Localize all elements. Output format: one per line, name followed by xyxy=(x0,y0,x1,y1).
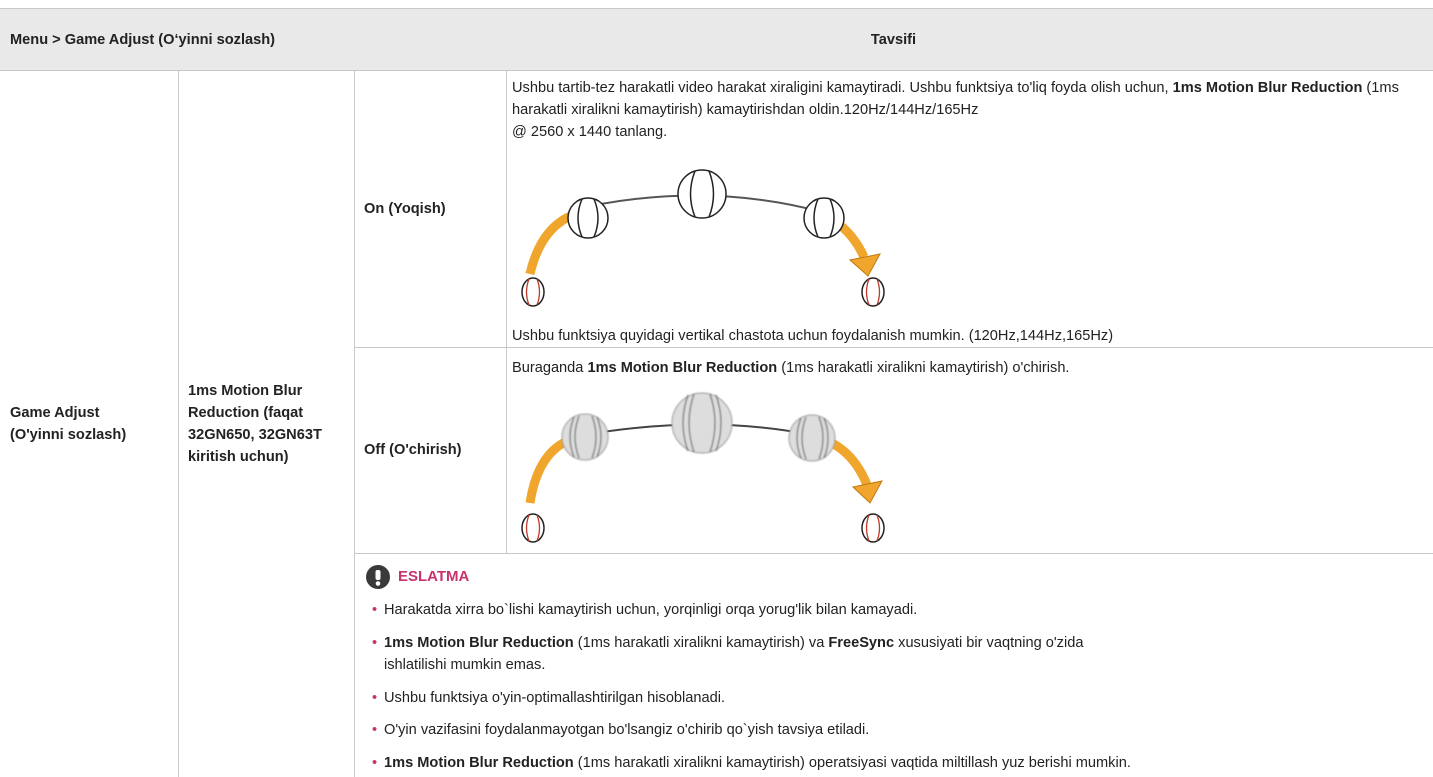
header-description-text: Tavsifi xyxy=(870,31,917,48)
menu-item: Game Adjust (O'yinni sozlash) xyxy=(10,402,126,446)
text: (1ms harakatli xiralikni kamaytirish) o'… xyxy=(777,360,1070,376)
header-menu: Menu > Game Adjust (O‘yinni sozlash) xyxy=(0,8,355,71)
text: Harakatda xirra bo`lishi kamaytirish uch… xyxy=(384,602,918,618)
text: Buraganda xyxy=(512,360,588,376)
motion-diagram-on xyxy=(521,169,885,307)
note-item: 1ms Motion Blur Reduction (1ms harakatli… xyxy=(372,632,1133,676)
bold-text: 1ms Motion Blur Reduction xyxy=(384,635,574,651)
header-menu-text: Menu > Game Adjust (O‘yinni sozlash) xyxy=(10,31,276,48)
option-label: On (Yoqish) xyxy=(364,200,446,217)
text: Ushbu tartib-tez harakatli video harakat… xyxy=(512,80,1173,96)
option-footnote: Ushbu funktsiya quyidagi vertikal chasto… xyxy=(512,328,1114,344)
option-description-cell: Buraganda 1ms Motion Blur Reduction (1ms… xyxy=(506,347,1433,554)
option-label-cell: Off (O'chirish) xyxy=(354,347,507,554)
option-label: Off (O'chirish) xyxy=(364,442,462,458)
bold-text: 1ms Motion Blur Reduction xyxy=(587,360,778,376)
text: Ushbu funktsiya o'yin-optimallashtirilga… xyxy=(384,690,726,706)
text: @ 2560 x 1440 tanlang. xyxy=(512,124,668,140)
menu-item-line: Game Adjust xyxy=(10,404,100,421)
function-cell: 1ms Motion Blur Reduction (faqat 32GN650… xyxy=(178,70,355,777)
menu-item-line: (O'yinni sozlash) xyxy=(10,426,127,443)
text: (1ms harakatli xiralikni kamaytirish) ka… xyxy=(512,80,1399,118)
text: (1ms harakatli xiralikni kamaytirish) va xyxy=(573,635,829,651)
option-description: Buraganda 1ms Motion Blur Reduction (1ms… xyxy=(512,357,1412,379)
option-label-cell: On (Yoqish) xyxy=(354,70,507,348)
note-item: Ushbu funktsiya o'yin-optimallashtirilga… xyxy=(372,687,1413,709)
motion-diagram-off xyxy=(521,392,885,543)
note-item: Harakatda xirra bo`lishi kamaytirish uch… xyxy=(372,599,1413,621)
note-icon xyxy=(366,565,390,589)
function-name: 1ms Motion Blur Reduction (faqat 32GN650… xyxy=(188,382,322,465)
text: xususiyati bir vaqtning o'zida ishlatili… xyxy=(384,635,1084,673)
header-description: Tavsifi xyxy=(354,8,1433,71)
bold-text: 1ms Motion Blur Reduction xyxy=(384,755,574,771)
option-description: Ushbu tartib-tez harakatli video harakat… xyxy=(512,77,1412,143)
bold-text: FreeSync xyxy=(828,635,895,651)
note-item: 1ms Motion Blur Reduction (1ms harakatli… xyxy=(372,752,1413,774)
note-cell: ESLATMA Harakatda xirra bo`lishi kamayti… xyxy=(354,553,1433,777)
text: O'yin vazifasini foydalanmayotgan bo'lsa… xyxy=(384,722,870,738)
text: (1ms harakatli xiralikni kamaytirish) op… xyxy=(573,755,1131,771)
note-title: ESLATMA xyxy=(398,568,470,585)
option-description-cell: Ushbu tartib-tez harakatli video harakat… xyxy=(506,70,1433,348)
bold-text: 1ms Motion Blur Reduction xyxy=(1172,80,1363,96)
menu-item-cell: Game Adjust (O'yinni sozlash) xyxy=(0,70,179,777)
note-item: O'yin vazifasini foydalanmayotgan bo'lsa… xyxy=(372,719,1413,741)
